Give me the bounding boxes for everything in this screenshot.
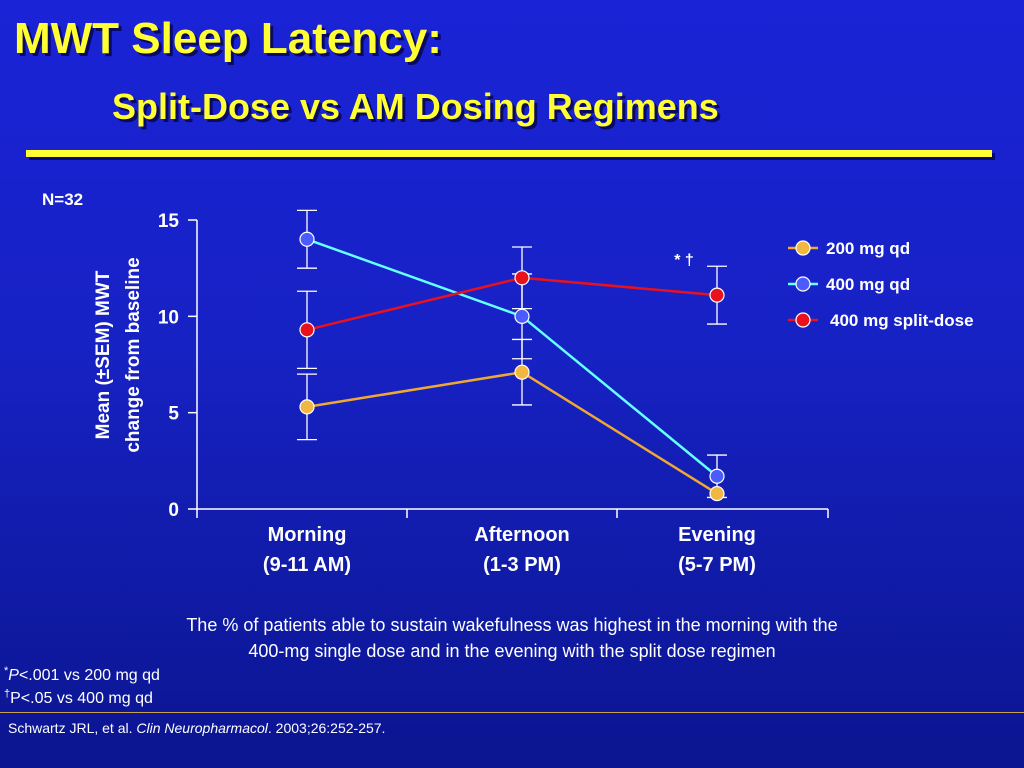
legend-swatch-marker: [795, 240, 811, 256]
y-tick-label: 0: [168, 500, 179, 521]
slide-subtitle: Split-Dose vs AM Dosing Regimens: [112, 86, 719, 127]
legend-label: 400 mg qd: [826, 275, 910, 294]
data-point: [299, 322, 315, 338]
sample-size-label: N=32: [42, 190, 83, 209]
y-axis-label-line2: change from baseline: [123, 257, 144, 452]
x-category-sublabel: (9-11 AM): [263, 554, 351, 576]
x-category-sublabel: (5-7 PM): [678, 554, 756, 576]
data-point: [514, 270, 530, 286]
y-tick-label: 10: [158, 307, 179, 328]
series-points: [299, 231, 725, 502]
x-category-label: Morning: [268, 524, 347, 546]
footnote-2: †P<.05 vs 400 mg qd: [4, 688, 153, 708]
data-point: [709, 485, 725, 502]
data-point: [514, 308, 530, 324]
data-point: [709, 287, 725, 303]
data-point: [299, 231, 315, 247]
series-line: [306, 276, 718, 332]
reference-journal: Clin Neuropharmacol: [136, 720, 268, 736]
footnote-1: *P<.001 vs 200 mg qd: [4, 665, 160, 685]
x-category-label: Afternoon: [474, 524, 570, 546]
chart-caption: The % of patients able to sustain wakefu…: [0, 612, 1024, 664]
series-line: [306, 238, 718, 478]
series-line: [306, 370, 718, 495]
y-tick-label: 5: [168, 404, 179, 425]
error-bars: [297, 209, 727, 499]
chart-legend: 200 mg qd 400 mg qd 400 mg split-dose: [788, 239, 974, 330]
data-point: [299, 399, 315, 415]
footnote-2-mark: †: [4, 688, 11, 700]
footnote-2-text: P<.05 vs 400 mg qd: [10, 690, 153, 707]
legend-swatch-marker: [795, 312, 811, 328]
slide-title: MWT Sleep Latency:: [14, 14, 442, 63]
reference: Schwartz JRL, et al. Clin Neuropharmacol…: [8, 720, 385, 736]
reference-authors: Schwartz JRL, et al.: [8, 720, 137, 736]
y-axis-label-line1: Mean (±SEM) MWT: [93, 270, 114, 439]
footnote-1-mark: *: [4, 665, 9, 677]
footer-divider: [0, 712, 1024, 713]
data-point: [709, 468, 725, 484]
caption-line-2: 400-mg single dose and in the evening wi…: [248, 641, 776, 661]
x-category-label: Evening: [678, 524, 756, 546]
legend-label: 400 mg split-dose: [830, 311, 974, 330]
data-point: [514, 364, 530, 380]
caption-line-1: The % of patients able to sustain wakefu…: [186, 615, 838, 635]
footnote-1-text: <.001 vs 200 mg qd: [18, 667, 160, 684]
reference-details: . 2003;26:252-257.: [267, 720, 386, 736]
mwt-line-chart: 0 5 10 15 Morning (9-11 AM) Afternoon (1-3 PM) E…: [42, 190, 974, 576]
title-underline: [26, 150, 992, 157]
series-lines: [306, 238, 718, 495]
x-category-sublabel: (1-3 PM): [483, 554, 561, 576]
legend-label: 200 mg qd: [826, 239, 910, 258]
significance-marker: * †: [674, 252, 694, 269]
y-tick-label: 15: [158, 211, 180, 232]
legend-swatch-marker: [795, 276, 811, 292]
footnote-1-p: P: [8, 667, 19, 684]
chart-axes: 0 5 10 15 Morning (9-11 AM) Afternoon (1-3 PM) E…: [158, 211, 829, 576]
